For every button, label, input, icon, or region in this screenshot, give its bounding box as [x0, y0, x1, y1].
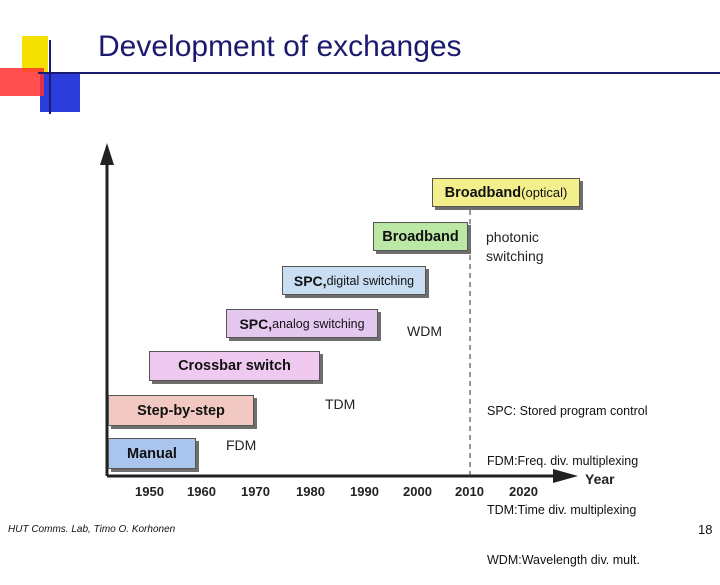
annotation-tdm: TDM: [325, 396, 356, 412]
annotation-wdm: WDM: [407, 323, 442, 339]
era-label-manual: Manual: [127, 445, 177, 462]
annotation-fdm: FDM: [226, 437, 257, 453]
legend-line: TDM:Time div. multiplexing: [487, 503, 637, 517]
era-box-crossbar: Crossbar switch: [149, 351, 320, 381]
era-label-step-by-step: Step-by-step: [137, 402, 225, 419]
diagram-axes: [100, 143, 578, 483]
era-sublabel-spc-digital: digital switching: [326, 273, 415, 288]
legend-line: FDM:Freq. div. multiplexing: [487, 453, 639, 468]
era-label-broadband: Broadband: [382, 228, 459, 245]
year-tick-label: 2000: [403, 484, 432, 499]
page-number: 18: [698, 522, 713, 537]
era-sublabel-spc-analog: analog switching: [272, 316, 365, 331]
era-label-crossbar: Crossbar switch: [178, 358, 291, 374]
decor-blue-square: [40, 72, 80, 112]
year-tick-label: 2010: [455, 484, 484, 499]
era-box-broadband: Broadband: [373, 222, 468, 251]
era-box-spc-digital: SPC, digital switching: [282, 266, 426, 295]
legend-line: WDM:Wavelength div. mult.: [487, 552, 640, 567]
year-tick-label: 2020: [509, 484, 538, 499]
slide-footer: HUT Comms. Lab, Timo O. Korhonen: [8, 524, 176, 535]
era-label-spc-digital: SPC,: [293, 272, 327, 289]
era-label-spc-analog: SPC,: [239, 315, 273, 332]
decor-red-square: [0, 68, 44, 96]
year-tick-label: 1950: [135, 484, 164, 499]
slide-title: Development of exchanges: [98, 30, 462, 63]
era-sublabel-broadband-optical: (optical): [521, 185, 568, 200]
year-tick-label: 1970: [241, 484, 270, 499]
annotation-photonic-line1: photonic: [486, 229, 539, 245]
title-underline: [38, 72, 720, 74]
decor-yellow-square: [22, 36, 48, 72]
x-axis-label: Year: [585, 471, 615, 487]
era-label-broadband-optical: Broadband: [444, 184, 522, 201]
era-box-manual: Manual: [108, 438, 196, 469]
year-tick-label: 1990: [350, 484, 379, 499]
year-tick-label: 1960: [187, 484, 216, 499]
legend-line: SPC: Stored program control: [487, 404, 648, 418]
era-box-step-by-step: Step-by-step: [108, 395, 254, 426]
abbreviation-legend: SPC: Stored program control FDM:Freq. di…: [487, 370, 648, 585]
era-box-spc-analog: SPC, analog switching: [226, 309, 378, 338]
annotation-photonic: photonic switching: [486, 228, 544, 266]
year-tick-label: 1980: [296, 484, 325, 499]
annotation-photonic-line2: switching: [486, 248, 544, 264]
era-box-broadband-optical: Broadband (optical): [432, 178, 580, 207]
decor-vertical-line: [49, 40, 51, 114]
